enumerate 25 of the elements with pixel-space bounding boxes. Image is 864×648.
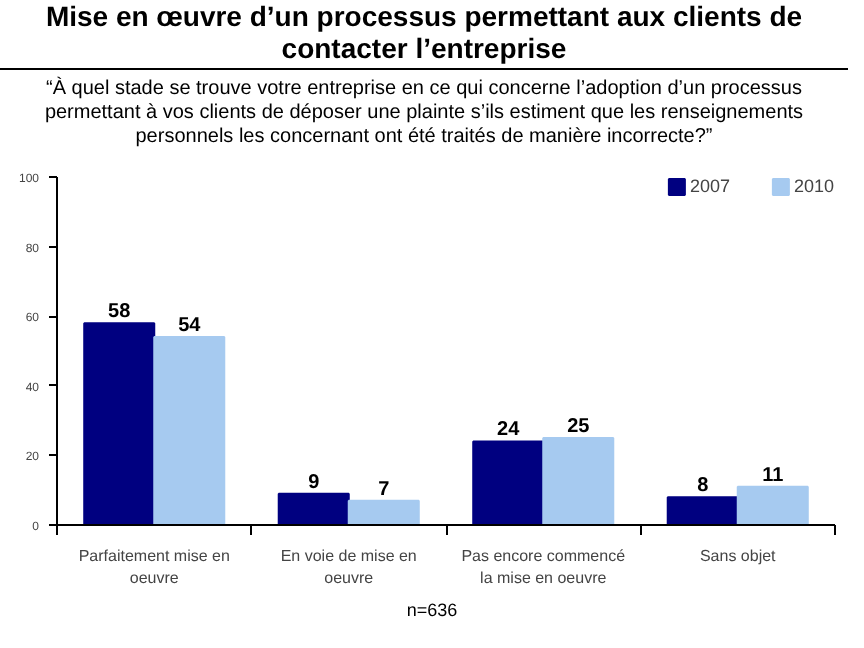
x-tick-label: En voie de mise en oeuvre xyxy=(280,547,417,587)
bar xyxy=(347,499,420,525)
bar xyxy=(736,485,809,525)
data-label: 7 xyxy=(378,478,391,501)
data-label: 9 xyxy=(308,471,321,494)
text: n=636 xyxy=(404,598,460,624)
bar xyxy=(666,496,739,525)
legend-label: 2010 xyxy=(793,176,834,196)
x-tick-label: Sans objet xyxy=(699,547,778,565)
legend-label: 2007 xyxy=(689,176,730,196)
x-tick-label: Parfaitement mise en oeuvre xyxy=(78,547,230,587)
bar xyxy=(542,437,615,525)
bar xyxy=(83,322,156,525)
data-label: 25 xyxy=(567,416,591,438)
data-label: 24 xyxy=(497,419,521,442)
chart-title: Mise en œuvre d’un processus permettant aux clients de contacter l’entreprise xyxy=(0,0,848,70)
data-label: 8 xyxy=(697,475,710,498)
bar xyxy=(153,336,226,525)
bar xyxy=(472,440,545,525)
chart-subtitle: “À quel stade se trouve votre entreprise en ce qui concerne l’adoption d’un processus permettant à vos clients de déposer une plainte s’ils estiment que les renseignements personnels les concernant ont été traités de manière incorrecte?” xyxy=(42,78,806,150)
x-tick-label: Pas encore commencé la mise en oeuvre xyxy=(461,547,627,587)
bar xyxy=(277,492,350,525)
data-label: 58 xyxy=(108,301,132,324)
data-label: 11 xyxy=(762,464,785,487)
data-label: 54 xyxy=(178,315,202,338)
